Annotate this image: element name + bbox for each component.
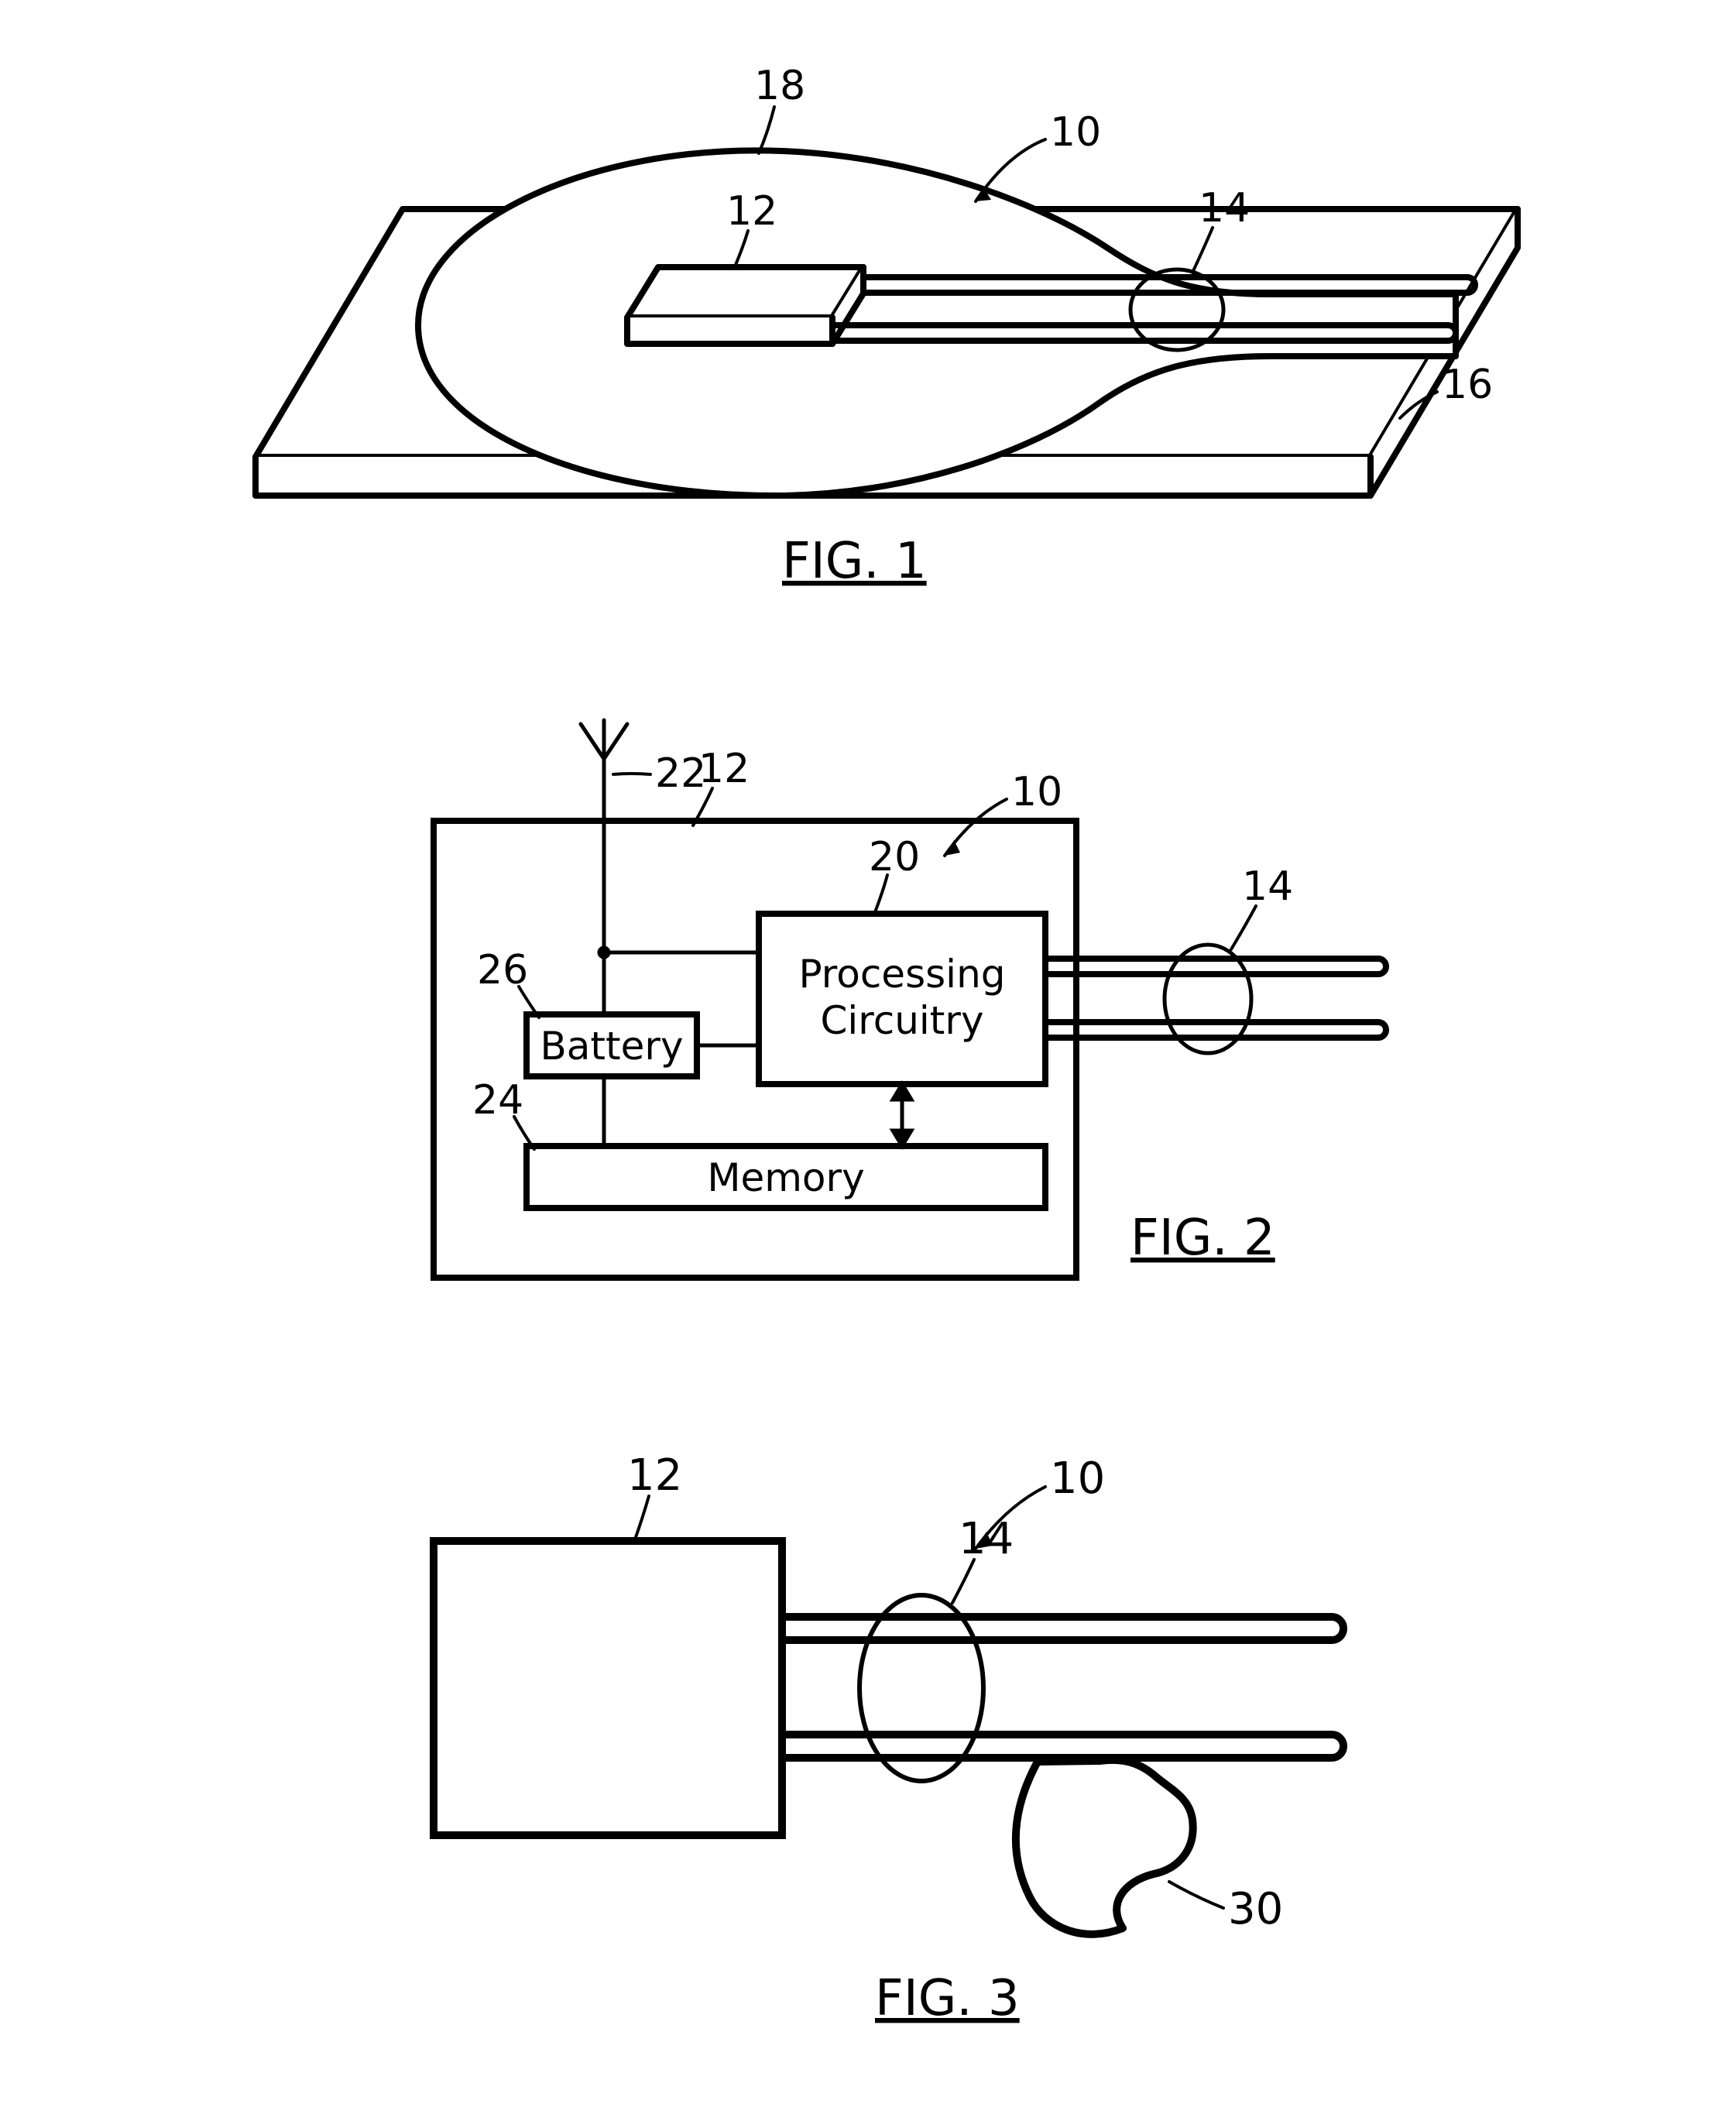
- fig3-ref30: 30: [1169, 1882, 1283, 1934]
- ref-14-f3: 14: [959, 1514, 1014, 1564]
- ref-10: 10: [1050, 109, 1101, 156]
- processing-label-2: Circuitry: [820, 998, 983, 1043]
- ref-18: 18: [754, 63, 805, 109]
- fig1-caption: FIG. 1: [782, 533, 927, 590]
- fig2-ref22: 22: [613, 750, 706, 797]
- processing-label-1: Processing: [799, 952, 1006, 997]
- memory-label: Memory: [707, 1155, 864, 1200]
- battery-label: Battery: [540, 1024, 683, 1069]
- fig3-ref12: 12: [627, 1450, 682, 1539]
- fig3-chip: [434, 1541, 782, 1835]
- fig2-caption: FIG. 2: [1130, 1210, 1275, 1267]
- ref-26: 26: [477, 947, 528, 994]
- ref-20: 20: [869, 834, 920, 880]
- fig3-caption: FIG. 3: [875, 1970, 1020, 2027]
- ref-10-f3: 10: [1050, 1453, 1105, 1504]
- fig3-tissue: [1016, 1760, 1193, 1934]
- ref-24: 24: [472, 1077, 523, 1124]
- ref-14: 14: [1199, 185, 1250, 232]
- fig1-chip: [627, 267, 863, 344]
- ref-14-f2: 14: [1242, 863, 1293, 910]
- fig1-ref18: 18: [754, 63, 805, 153]
- ref-30: 30: [1228, 1884, 1283, 1934]
- fig2-antenna: [581, 720, 627, 759]
- ref-22: 22: [655, 750, 706, 797]
- ref-10-f2: 10: [1011, 769, 1062, 815]
- fig2-probes: [1045, 959, 1386, 1038]
- fig3-svg: 12 10 14 30 FIG. 3: [0, 1371, 1736, 2114]
- ref-12-f3: 12: [627, 1450, 682, 1501]
- fig2-svg: Processing Circuitry Battery Memory: [0, 681, 1736, 1363]
- fig3-probe-ellipse: [859, 1595, 983, 1781]
- fig3-ref14: 14: [952, 1514, 1014, 1603]
- fig2-ref14: 14: [1231, 863, 1293, 949]
- fig1-svg: 16 18 12 10: [0, 0, 1736, 604]
- ref-16: 16: [1442, 362, 1493, 408]
- ref-12: 12: [726, 188, 777, 235]
- fig1-ref10: 10: [976, 109, 1101, 201]
